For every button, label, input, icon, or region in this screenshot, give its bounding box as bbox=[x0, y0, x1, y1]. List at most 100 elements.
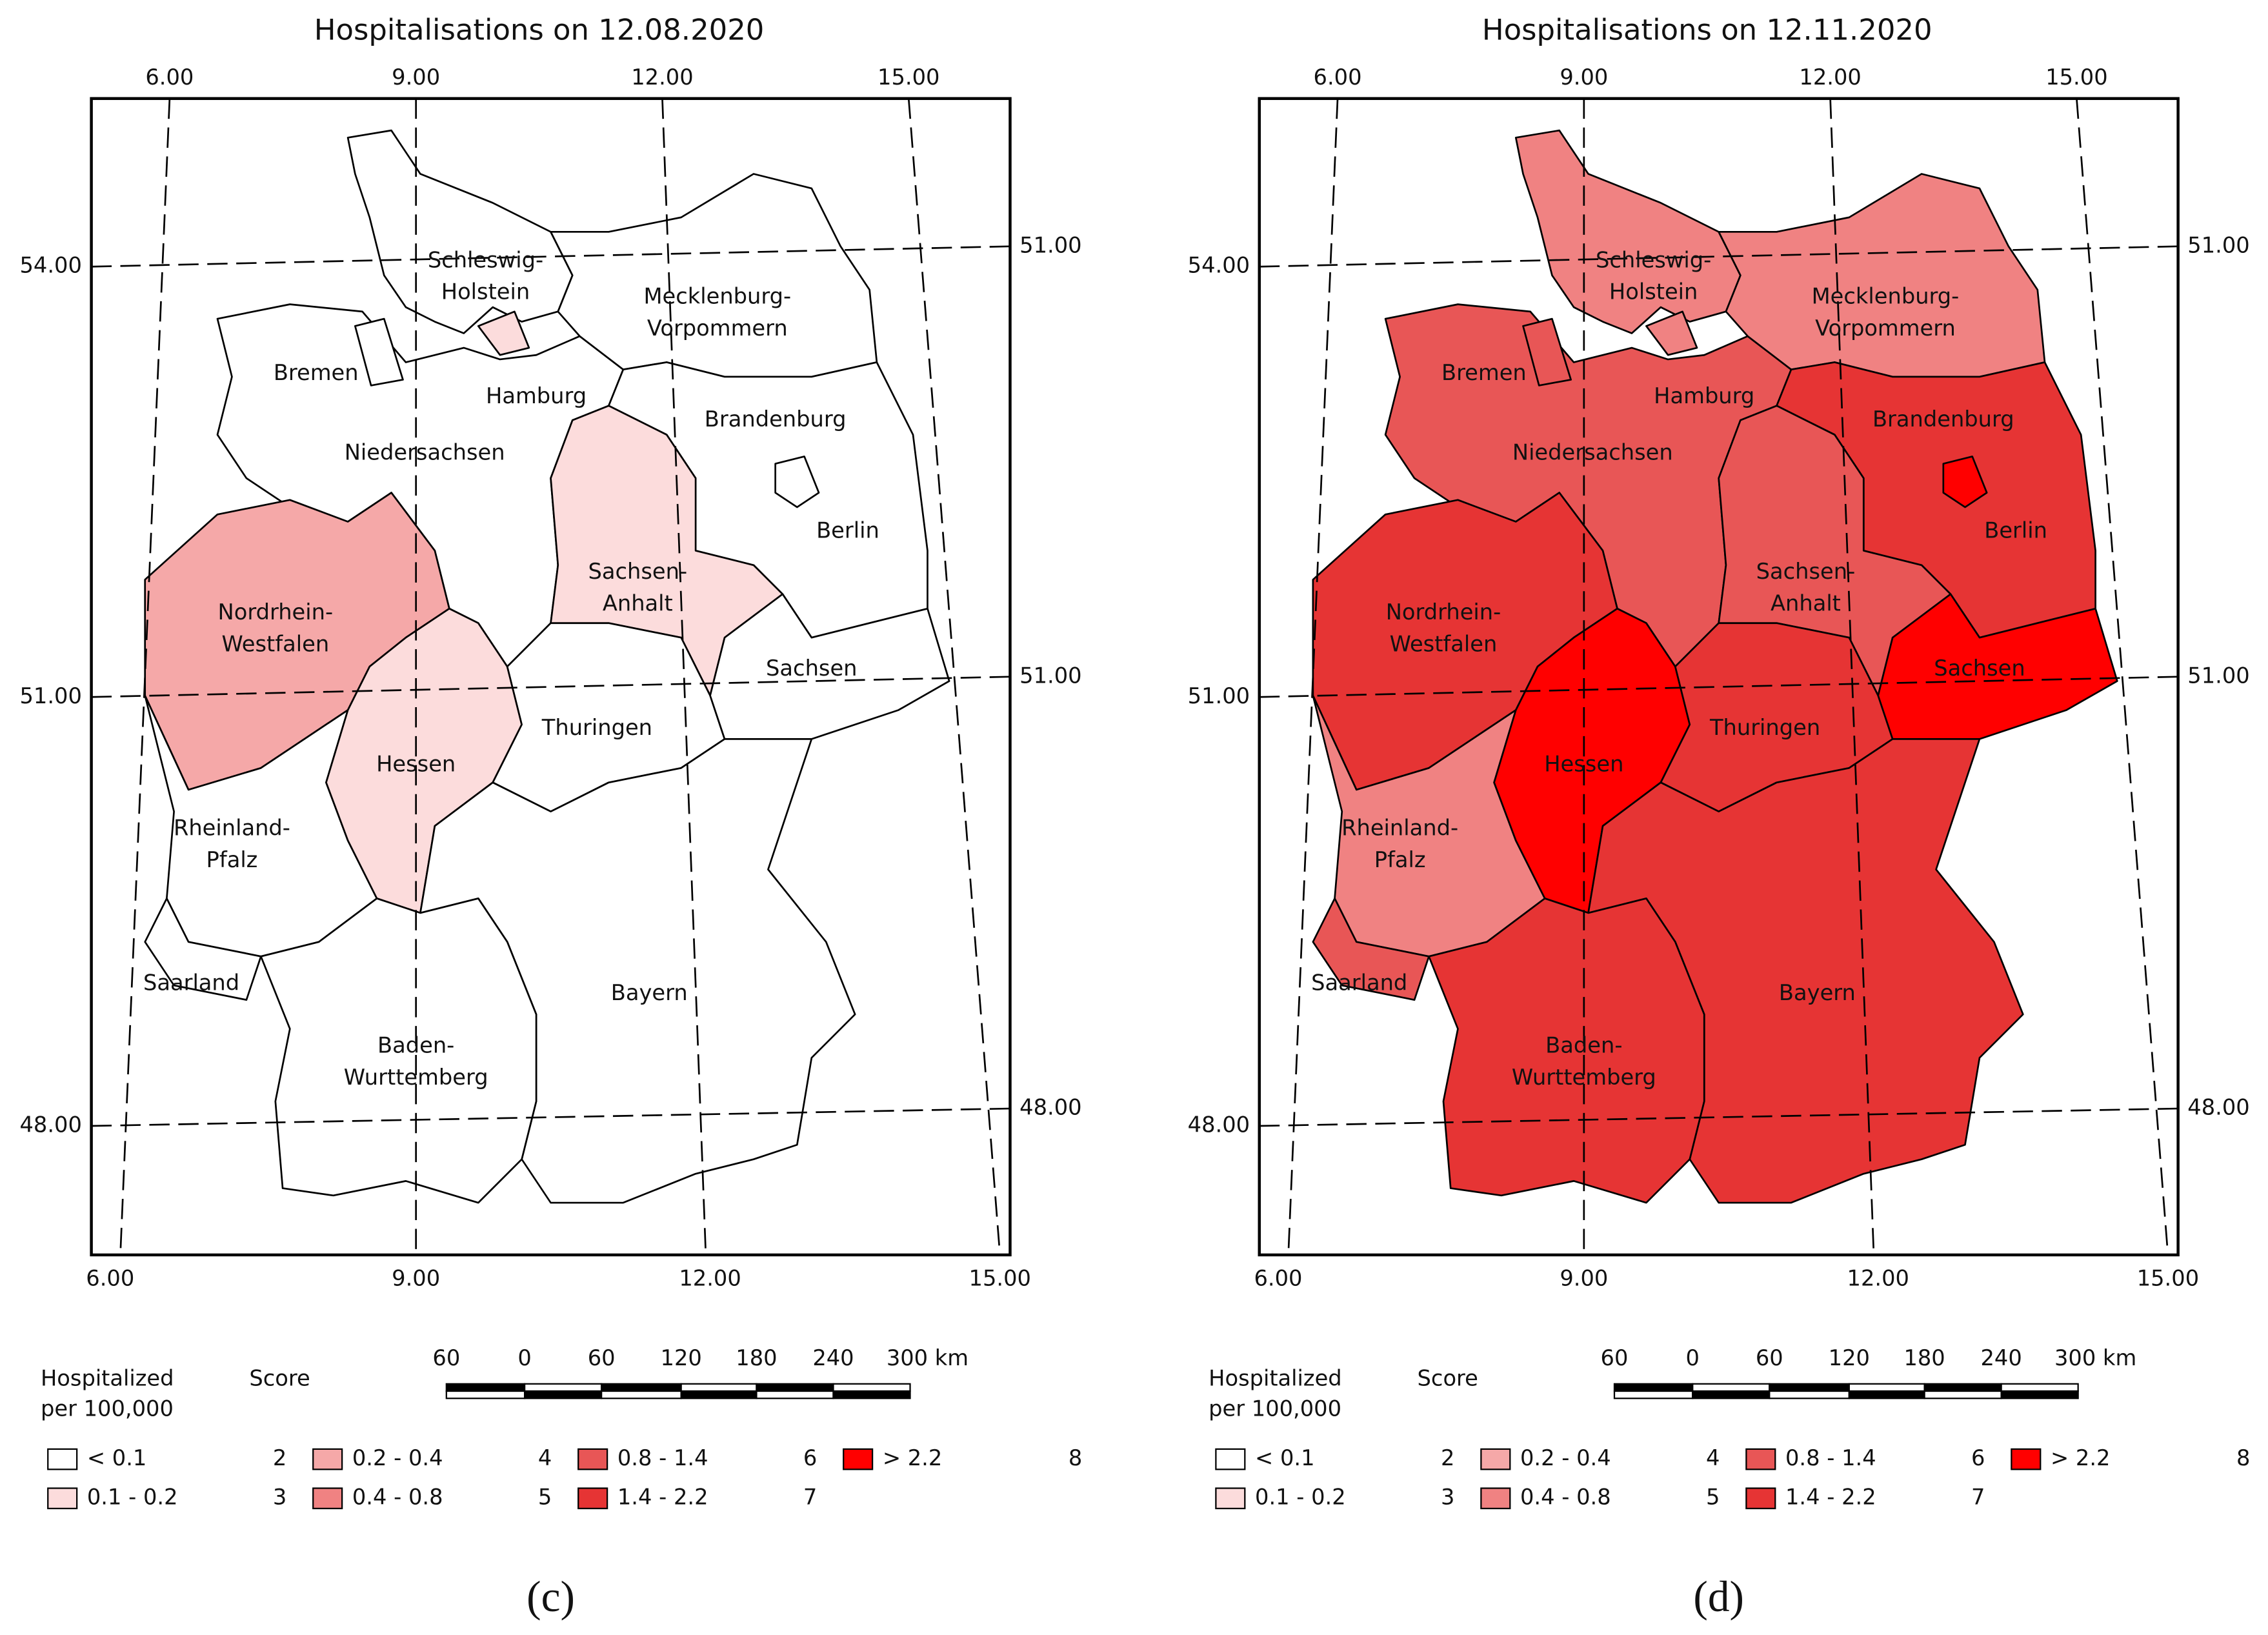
legend-swatch bbox=[47, 1448, 78, 1470]
scale-label: 300 km bbox=[2054, 1345, 2136, 1370]
legend-score: 6 bbox=[803, 1445, 817, 1470]
region-label: Nordrhein-Westfalen bbox=[1386, 599, 1501, 656]
legend-swatch bbox=[843, 1448, 874, 1470]
legend-score: 3 bbox=[273, 1485, 286, 1510]
graticule-label: 12.00 bbox=[679, 1266, 741, 1291]
legend-range: 0.4 - 0.8 bbox=[1520, 1485, 1611, 1510]
graticule-label: 6.00 bbox=[1314, 65, 1362, 90]
region-label: Niedersachsen bbox=[1512, 439, 1673, 465]
region-label: Berlin bbox=[1984, 518, 2047, 543]
legend-swatch bbox=[577, 1448, 608, 1470]
graticule-line bbox=[907, 98, 1001, 1256]
map-title: Hospitalisations on 12.11.2020 bbox=[1482, 12, 1932, 46]
scale-segment bbox=[1848, 1383, 1925, 1392]
graticule-label: 9.00 bbox=[392, 1266, 440, 1291]
graticule-label: 48.00 bbox=[1019, 1095, 1081, 1120]
region bbox=[1645, 310, 1698, 356]
scale-segment bbox=[1848, 1390, 1925, 1399]
scale-segment bbox=[1692, 1383, 1771, 1392]
region bbox=[1942, 456, 1988, 508]
scale-label: 180 bbox=[1903, 1345, 1945, 1370]
legend-swatch bbox=[1215, 1448, 1246, 1470]
scale-label: 180 bbox=[736, 1345, 777, 1370]
graticule-label: 51.00 bbox=[1019, 663, 1081, 688]
legend-score: 7 bbox=[803, 1485, 817, 1510]
region-label: Berlin bbox=[816, 518, 879, 543]
graticule-label: 15.00 bbox=[2045, 65, 2107, 90]
graticule-label: 6.00 bbox=[145, 65, 194, 90]
region-label: Brandenburg bbox=[1872, 406, 2014, 432]
region-label: Hessen bbox=[376, 751, 456, 776]
legend-swatch bbox=[1215, 1487, 1246, 1510]
legend-range: 1.4 - 2.2 bbox=[1785, 1485, 1876, 1510]
graticule-line bbox=[91, 245, 1010, 268]
panel-label: (d) bbox=[1693, 1572, 1744, 1621]
graticule-label: 15.00 bbox=[2137, 1266, 2199, 1291]
scale-segment bbox=[1769, 1383, 1850, 1392]
region bbox=[354, 317, 404, 386]
scale-label: 60 bbox=[588, 1345, 616, 1370]
region-label: Hamburg bbox=[1654, 383, 1754, 408]
scale-segment bbox=[680, 1383, 758, 1392]
scale-label: 60 bbox=[1601, 1345, 1629, 1370]
region bbox=[477, 310, 530, 356]
scale-segment bbox=[601, 1383, 682, 1392]
region-label: Thuringen bbox=[541, 715, 652, 740]
graticule-label: 9.00 bbox=[392, 65, 440, 90]
legend-range: < 0.1 bbox=[1255, 1445, 1314, 1470]
scale-label: 0 bbox=[1686, 1345, 1700, 1370]
legend-range: > 2.2 bbox=[2051, 1445, 2110, 1470]
scale-segment bbox=[756, 1383, 834, 1392]
map-panel: Hospitalisations on 12.11.2020 6.00 9.00 12… bbox=[1188, 12, 2251, 1621]
graticule-label: 6.00 bbox=[86, 1266, 134, 1291]
scale-segment bbox=[680, 1390, 758, 1399]
graticule-line bbox=[1259, 676, 2178, 698]
legend-range: > 2.2 bbox=[883, 1445, 942, 1470]
region-label: Mecklenburg-Vorpommern bbox=[1812, 283, 1960, 340]
graticule-label: 51.00 bbox=[20, 683, 82, 708]
region bbox=[144, 898, 262, 1001]
scale-segment bbox=[2000, 1383, 2079, 1392]
legend-score-title: Score bbox=[249, 1366, 310, 1391]
region-label: Rheinland-Pfalz bbox=[1341, 815, 1458, 872]
scale-segment bbox=[1923, 1383, 2002, 1392]
graticule-label: 15.00 bbox=[878, 65, 939, 90]
graticule-label: 54.00 bbox=[1188, 253, 1250, 278]
scale-label: 300 km bbox=[887, 1345, 968, 1370]
scale-label: 240 bbox=[1981, 1345, 2022, 1370]
region-label: Nordrhein-Westfalen bbox=[218, 599, 334, 656]
region bbox=[1312, 898, 1430, 1001]
legend-score: 2 bbox=[1441, 1445, 1454, 1470]
region-label: Bayern bbox=[611, 980, 688, 1005]
region-label: Sachsen-Anhalt bbox=[1756, 559, 1856, 616]
region-label: Brandenburg bbox=[705, 406, 847, 432]
map-title: Hospitalisations on 12.08.2020 bbox=[314, 12, 765, 46]
scale-segment bbox=[832, 1390, 911, 1399]
graticule-line bbox=[1259, 245, 2178, 268]
graticule-line bbox=[2076, 98, 2169, 1256]
legend-range: 0.1 - 0.2 bbox=[87, 1485, 178, 1510]
legend-score: 7 bbox=[1971, 1485, 1985, 1510]
legend-score: 8 bbox=[1069, 1445, 1082, 1470]
graticule-line bbox=[91, 1107, 1010, 1127]
scale-segment bbox=[1613, 1390, 1694, 1399]
legend-swatch bbox=[312, 1448, 343, 1470]
region-label: Hamburg bbox=[486, 383, 587, 408]
legend-swatch bbox=[312, 1487, 343, 1510]
scale-label: 60 bbox=[432, 1345, 460, 1370]
region bbox=[774, 456, 820, 508]
legend-range: 0.1 - 0.2 bbox=[1255, 1485, 1346, 1510]
region-label: Rheinland-Pfalz bbox=[174, 815, 290, 872]
graticule-line bbox=[661, 98, 707, 1255]
region-label: Thuringen bbox=[1709, 715, 1820, 740]
legend-range: 0.8 - 1.4 bbox=[617, 1445, 708, 1470]
graticule-label: 48.00 bbox=[20, 1112, 82, 1138]
graticule-label: 51.00 bbox=[1019, 232, 1081, 257]
region-label: Mecklenburg-Vorpommern bbox=[643, 283, 791, 340]
legend-swatch bbox=[1480, 1487, 1511, 1510]
scale-label: 60 bbox=[1756, 1345, 1783, 1370]
scale-label: 240 bbox=[812, 1345, 854, 1370]
legend-swatch bbox=[1480, 1448, 1511, 1470]
graticule-label: 51.00 bbox=[2187, 232, 2249, 257]
